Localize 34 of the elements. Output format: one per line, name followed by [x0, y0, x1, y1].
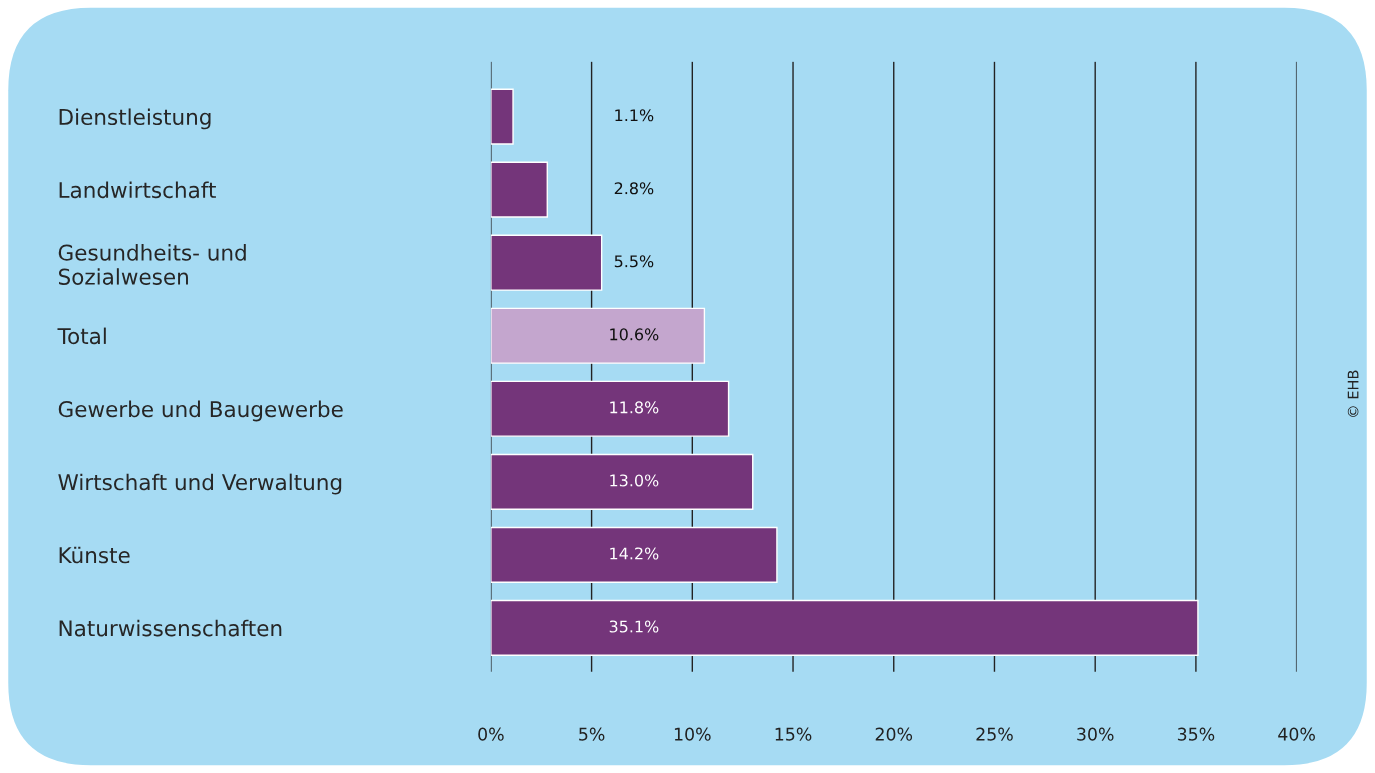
x-tick-label: 0% — [478, 727, 504, 741]
bar — [490, 599, 1199, 656]
data-label: 10.6% — [610, 328, 659, 341]
bar — [490, 307, 706, 364]
y-tick-label: Landwirtschaft — [59, 181, 216, 199]
text: © EHB — [1347, 370, 1359, 417]
x-tick-label: 20% — [875, 727, 913, 741]
y-tick-label: Gewerbe und Baugewerbe — [58, 400, 343, 422]
data-label: 11.8% — [610, 401, 659, 414]
bar — [490, 161, 548, 218]
bar — [490, 234, 603, 291]
data-label: 13.0% — [610, 474, 659, 487]
x-tick-label: 30% — [1077, 727, 1114, 741]
data-label: 14.2% — [610, 547, 659, 560]
x-tick-label: 5% — [579, 727, 605, 741]
y-tick-label: Gesundheits- und Sozialwesen — [58, 244, 246, 285]
bar — [490, 453, 754, 510]
x-tick-label: 35% — [1177, 727, 1215, 741]
y-tick-label: Total — [57, 327, 106, 345]
data-label: 35.1% — [609, 620, 659, 633]
bar — [490, 526, 778, 583]
x-tick-label: 10% — [674, 727, 711, 741]
x-tick-label: 40% — [1278, 727, 1315, 741]
data-label: 2.8% — [614, 182, 654, 195]
bar — [490, 380, 730, 437]
data-label: 1.1% — [615, 109, 654, 122]
data-label: 5.5% — [614, 255, 654, 268]
x-tick-label: 15% — [775, 727, 812, 741]
y-tick-label: Wirtschaft und Verwaltung — [58, 473, 342, 495]
x-tick-label: 25% — [976, 727, 1013, 741]
y-tick-label: Naturwissenschaften — [59, 619, 282, 637]
y-tick-label: Dienstleistung — [59, 108, 211, 130]
bar — [490, 88, 514, 145]
y-tick-label: Künste — [59, 546, 130, 564]
